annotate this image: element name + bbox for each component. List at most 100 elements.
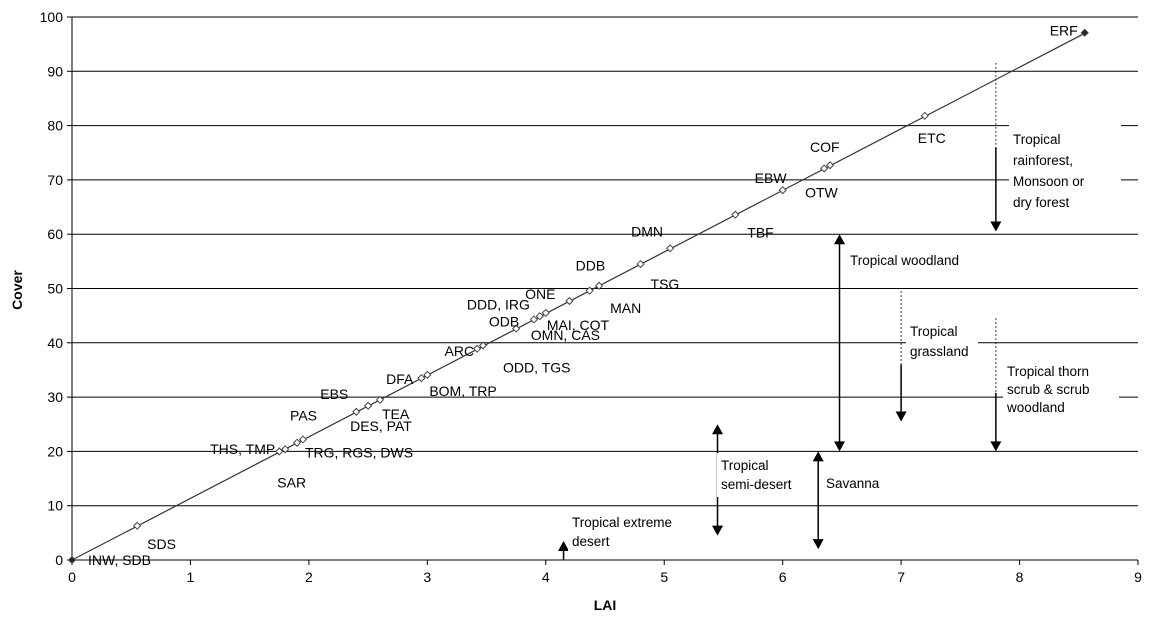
point-sds [133, 521, 142, 530]
point-label-otw: OTW [805, 184, 838, 200]
point-label-arc: ARC [445, 343, 475, 359]
zone-savanna-label: Savanna [826, 476, 880, 491]
zone-tropical-thorn-scrub-scrub-woodland: Tropical thorn scrub & scrub woodland [990, 318, 1119, 452]
fit-line [71, 32, 1085, 561]
y-tick-label-20: 20 [47, 443, 63, 459]
point-odd-tgs [478, 341, 488, 350]
x-tick-label-8: 8 [1016, 569, 1024, 585]
zone-tropical-woodland-arrowhead-up [834, 234, 846, 245]
point-bom-trp [423, 370, 432, 379]
y-tick-label-0: 0 [55, 552, 63, 568]
y-tick-label-100: 100 [40, 9, 64, 25]
point-cof [825, 161, 835, 170]
zone-tropical-extreme-desert-arrowhead-up [558, 540, 570, 551]
y-tick-label-30: 30 [47, 389, 63, 405]
point-ddd-irg [529, 315, 539, 324]
zone-savanna-arrowhead-up [812, 451, 824, 462]
y-tick-label-70: 70 [47, 172, 63, 188]
zone-tropical-semi-desert-arrowhead-up [712, 424, 724, 435]
y-tick-label-60: 60 [47, 226, 63, 242]
y-tick-label-50: 50 [47, 281, 63, 297]
point-label-mai-cot: MAI, COT [547, 317, 610, 333]
point-dmn [666, 244, 675, 253]
point-arc [472, 344, 482, 353]
point-mai-cot [535, 312, 544, 321]
x-tick-label-3: 3 [423, 569, 431, 585]
point-label-inw-sdb: INW, SDB [88, 552, 151, 568]
point-label-etc: ETC [918, 130, 946, 146]
zone-tropical-semi-desert: Tropical semi-desert [712, 424, 801, 536]
zone-tropical-extreme-desert-label-bg [568, 510, 688, 554]
point-label-tea: TEA [382, 406, 410, 422]
point-label-ebw: EBW [755, 170, 788, 186]
x-tick-labels: 0 1 2 3 4 5 6 7 8 9 [68, 560, 1142, 585]
point-sar [275, 447, 284, 456]
zone-savanna-arrowhead-down [812, 539, 824, 550]
point-one [565, 296, 574, 306]
point-otw [820, 164, 829, 173]
point-tsg [636, 259, 645, 269]
y-tick-label-40: 40 [47, 335, 63, 351]
x-tick-label-0: 0 [68, 569, 76, 585]
zone-tropical-thorn-scrub-scrub-woodland-label-bg [1003, 360, 1119, 420]
zone-tropical-extreme-desert: Tropical extreme desert [558, 510, 688, 560]
point-tbf [731, 210, 740, 219]
gridlines [72, 16, 1138, 507]
point-ths-tmp [281, 445, 290, 454]
y-tick-label-80: 80 [47, 118, 63, 134]
point-odb [512, 324, 521, 333]
zone-tropical-woodland-label-bg [846, 247, 976, 273]
point-inw-sdb [67, 555, 77, 565]
point-ddb [585, 286, 594, 295]
point-label-des-pat: DES, PAT [350, 418, 412, 434]
point-label-ths-tmp: THS, TMP [210, 441, 275, 457]
point-pas [292, 438, 302, 447]
data-points [67, 28, 1089, 565]
y-axis-title: Cover [9, 270, 25, 310]
point-tea [375, 395, 385, 404]
point-ebw [778, 186, 787, 195]
zone-tropical-grassland-label: Tropical grassland [910, 324, 969, 359]
y-tick-label-90: 90 [47, 63, 63, 79]
y-tick-label-10: 10 [47, 498, 63, 514]
point-erf [1080, 28, 1089, 37]
x-tick-label-2: 2 [305, 569, 313, 585]
zone-tropical-rainforest-monsoon-or-dry-forest-label-bg [1009, 125, 1121, 215]
zone-tropical-grassland: Tropical grassland [895, 291, 978, 422]
point-label-omn-cas: OMN, CAS [531, 327, 600, 343]
point-label-dfa: DFA [386, 371, 414, 387]
x-tick-label-1: 1 [187, 569, 195, 585]
x-tick-label-4: 4 [542, 569, 550, 585]
point-omn-cas [541, 308, 550, 318]
point-man [594, 281, 604, 290]
point-label-sar: SAR [277, 474, 306, 490]
x-tick-label-7: 7 [897, 569, 905, 585]
zone-tropical-thorn-scrub-scrub-woodland-label: Tropical thorn scrub & scrub woodland [1006, 364, 1090, 415]
point-label-pas: PAS [290, 408, 317, 424]
zone-tropical-extreme-desert-label: Tropical extreme desert [572, 515, 672, 549]
point-label-man: MAN [610, 300, 641, 316]
vegetation-zones: Tropical rainforest, Monsoon or dry forest T… [558, 63, 1121, 560]
zone-tropical-grassland-label-bg [906, 318, 978, 364]
point-label-tbf: TBF [747, 225, 773, 241]
x-tick-label-5: 5 [660, 569, 668, 585]
point-label-cof: COF [810, 139, 840, 155]
zone-tropical-woodland-arrowhead-down [834, 441, 846, 452]
zone-tropical-semi-desert-label-bg [717, 453, 801, 497]
zone-tropical-woodland-label: Tropical woodland [850, 253, 959, 268]
zone-tropical-rainforest-monsoon-or-dry-forest: Tropical rainforest, Monsoon or dry forest [990, 63, 1121, 232]
point-label-one: ONE [525, 286, 555, 302]
point-dfa [417, 373, 426, 383]
x-tick-label-9: 9 [1134, 569, 1142, 585]
point-ebs [352, 407, 361, 416]
regression-line [71, 32, 1085, 561]
point-label-odd-tgs: ODD, TGS [503, 360, 570, 376]
zone-tropical-rainforest-monsoon-or-dry-forest-label: Tropical rainforest, Monsoon or dry forest [1013, 132, 1085, 210]
zone-tropical-semi-desert-arrowhead-down [712, 525, 724, 536]
zone-savanna: Savanna [812, 451, 882, 550]
zone-savanna-label-bg [822, 472, 882, 496]
point-label-ddd-irg: DDD, IRG [467, 296, 530, 312]
point-label-ddb: DDB [576, 258, 606, 274]
